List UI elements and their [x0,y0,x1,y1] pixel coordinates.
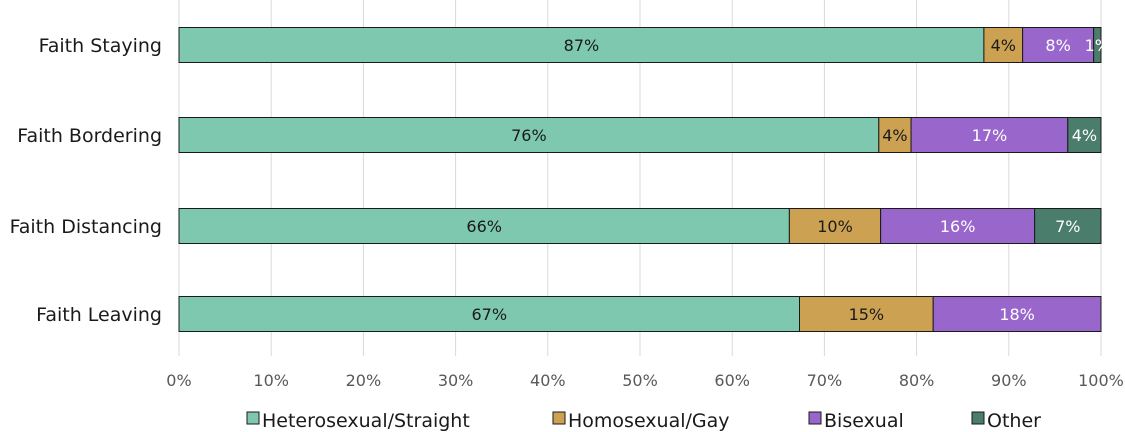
bars: 87% 4% 8% 1% 76% 4% 17% 4% 66% 10% 16% 7% 67% 15% 18% [178,27,1110,332]
legend-swatch [552,411,566,425]
x-tick-label: 0% [166,371,191,390]
bar-segment [178,27,985,63]
x-tick-label: 30% [438,371,474,390]
legend-label: Heterosexual/Straight [262,410,470,432]
data-label: 4% [991,36,1016,55]
data-label: 10% [817,217,853,236]
data-label: 8% [1045,36,1070,55]
data-label: 4% [882,126,907,145]
x-tick-label: 100% [1078,371,1124,390]
x-tick-label: 90% [991,371,1027,390]
data-label: 4% [1072,126,1097,145]
x-tick-label: 80% [899,371,935,390]
legend-label: Bisexual [824,410,904,432]
bar-segment [788,208,882,244]
x-tick-label: 40% [530,371,566,390]
data-label: 15% [849,305,885,324]
bar-segment [932,296,1102,332]
x-tick-label: 60% [714,371,750,390]
data-label: 76% [511,126,547,145]
bar-segment [1093,27,1102,63]
data-label: 16% [940,217,976,236]
data-label: 7% [1055,217,1080,236]
bar-segment [1067,117,1102,153]
bar-segment [178,296,801,332]
category-label: Faith Bordering [17,125,162,147]
category-label: Faith Distancing [10,216,162,238]
x-tick-label: 20% [346,371,382,390]
category-label: Faith Leaving [36,304,162,326]
data-label: 67% [471,305,507,324]
bar-segment [178,117,880,153]
x-tick-label: 50% [622,371,658,390]
bar-segment [1034,208,1102,244]
data-label: 18% [999,305,1035,324]
data-label: 17% [972,126,1008,145]
category-label: Faith Staying [39,35,162,57]
legend-swatch [808,411,822,425]
data-label: 66% [466,217,502,236]
legend-swatch [246,411,260,425]
data-label: 87% [564,36,600,55]
bar-segment [880,208,1036,244]
x-tick-label: 70% [807,371,843,390]
legend-swatch [971,411,985,425]
data-label: 1% [1085,36,1110,55]
legend-label: Other [987,410,1041,432]
legend-label: Homosexual/Gay [568,410,730,432]
legend: Heterosexual/Straight Homosexual/Gay Bisex… [246,410,1041,432]
bar-segment [178,208,790,244]
category-labels: Faith Staying Faith Bordering Faith Distan… [10,35,162,326]
bar-segment [983,27,1024,63]
x-axis-tick-labels: 0% 10% 20% 30% 40% 50% 60% 70% 80% 90% 100% [166,371,1124,390]
x-tick-label: 10% [253,371,289,390]
